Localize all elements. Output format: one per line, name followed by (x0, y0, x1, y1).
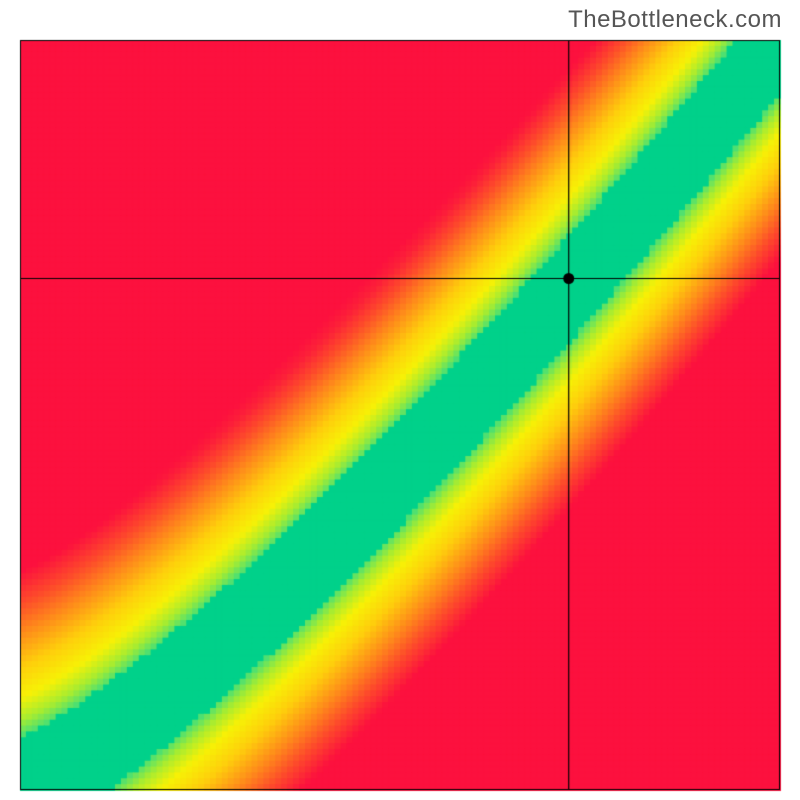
bottleneck-heatmap-canvas (0, 0, 800, 800)
chart-container: TheBottleneck.com (0, 0, 800, 800)
